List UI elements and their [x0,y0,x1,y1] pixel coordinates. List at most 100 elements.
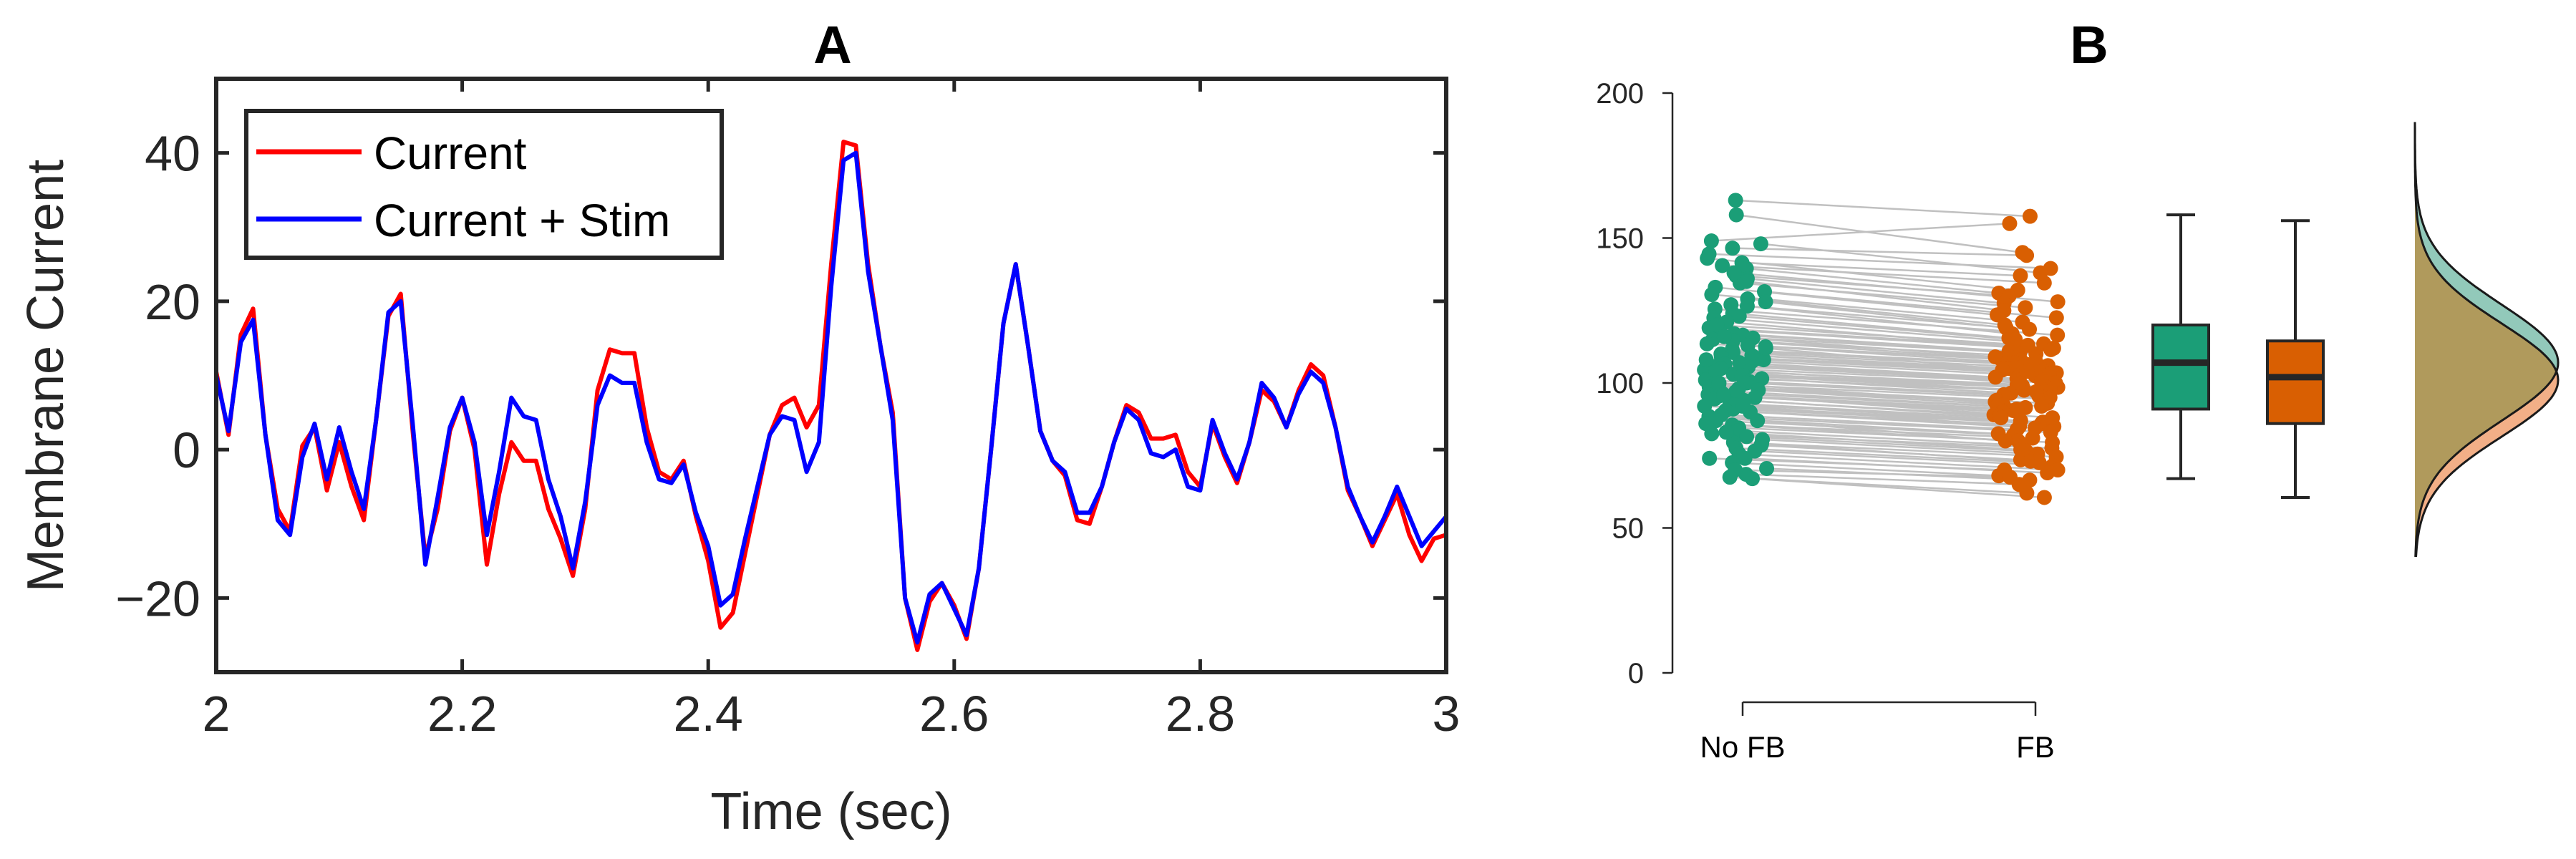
pair-line [1733,340,2000,359]
point-fb [2036,490,2052,505]
pair-line [1722,264,2045,284]
point-no-fb [1704,426,1720,442]
point-fb [2012,419,2028,435]
point-fb [2050,294,2066,310]
category-label-fb: FB [2016,730,2055,764]
pair-line [1742,405,2020,427]
point-fb [2033,265,2048,281]
panel-b-title: B [2070,15,2108,74]
point-no-fb [1711,375,1727,391]
pair-line [1746,267,2000,294]
legend-label-current: Current [374,127,527,179]
point-fb [2003,470,2018,485]
legend-box [244,109,724,260]
pair-line [1707,257,2018,291]
pair-line [1747,298,2005,326]
point-no-fb [1740,291,1756,307]
point-no-fb [1753,236,1768,252]
point-fb [2002,215,2018,231]
x-tick-label: 2.8 [1166,686,1235,742]
pair-line [1715,419,2014,437]
panel-b: B 0 50 100 150 200 No FB FB [1596,15,2560,764]
pair-line [1765,346,2015,364]
point-no-fb [1726,265,1742,281]
density-overlap [2415,122,2557,557]
boxplot-fb [2266,219,2325,499]
point-fb [2023,453,2038,469]
x-tick-label: 2.2 [427,686,497,742]
y-tick-label: 100 [1596,368,1644,399]
point-fb [2048,310,2064,326]
pair-line [1733,351,2023,368]
pair-line [1735,469,2010,478]
point-fb [1998,433,2013,449]
point-no-fb [1702,450,1718,466]
pair-line [1722,392,2026,409]
x-tick-label: 2 [203,686,231,742]
density-outline-fb [2413,122,2560,558]
panel-a-series-lines [214,140,1448,652]
pair-line [1741,261,2021,277]
pair-line [1715,370,2037,393]
pair-line [1709,326,2054,349]
point-no-fb [1715,258,1730,273]
point-fb [2020,337,2035,353]
point-fb [2011,375,2027,391]
y-tick-label: 150 [1596,223,1644,255]
y-tick-label: 20 [145,274,200,330]
point-fb [2040,465,2056,481]
point-fb [2028,384,2044,399]
pair-line [1758,389,2004,406]
box-iqr [2151,324,2210,411]
point-no-fb [1699,336,1715,351]
point-no-fb [1737,450,1753,466]
pair-line [1746,435,2026,452]
point-no-fb [1722,470,1738,485]
pair-line [1709,457,2005,471]
pair-line [1719,328,2051,351]
point-no-fb [1708,364,1724,379]
point-fb [2015,245,2030,261]
pair-line [1745,473,2020,485]
pair-line [1716,324,2028,346]
pair-line [1738,430,2022,447]
panel-a-title: A [813,15,851,74]
pair-line [1752,360,2035,377]
density-outline-no-fb [2413,122,2560,558]
pair-line [1747,277,2005,304]
point-no-fb [1731,309,1747,324]
point-no-fb [1725,241,1740,256]
series-line-current-stim [214,150,1448,645]
point-fb [2022,321,2038,337]
x-tick-label: 2.4 [674,686,743,742]
x-tick-label: 2.6 [919,686,989,742]
point-no-fb [1728,207,1744,223]
legend-label-current-stim: Current + Stim [374,195,670,246]
point-no-fb [1756,352,1771,368]
point-fb [2019,364,2035,379]
point-no-fb [1750,413,1766,429]
point-no-fb [1716,329,1732,344]
panel-a-ticks: 2 2.2 2.4 2.6 2.8 3 −20 0 20 40 [115,79,1460,742]
point-no-fb [1718,424,1734,440]
point-fb [2050,327,2066,343]
point-no-fb [1758,294,1773,310]
category-label-no-fb: No FB [1700,730,1785,764]
pair-line [1757,419,2006,442]
point-fb [1987,349,2003,365]
y-tick-label: 40 [145,126,200,182]
point-fb [2022,208,2038,224]
pair-line [1762,438,2038,455]
pair-line [1735,447,2040,464]
point-no-fb [1758,340,1773,356]
x-tick-label: 3 [1433,686,1461,742]
point-no-fb [1728,193,1743,208]
panel-a: A 2 2.2 2.4 2.6 2.8 3 −20 0 20 40 Time (sec) Memb… [17,15,1460,840]
panel-b-x-bracket [1741,701,2037,716]
pair-line [1721,414,2018,431]
pair-line [1730,476,2027,495]
pair-line [1766,347,2028,373]
pair-line [1761,243,2041,274]
pair-line [1750,411,2035,430]
